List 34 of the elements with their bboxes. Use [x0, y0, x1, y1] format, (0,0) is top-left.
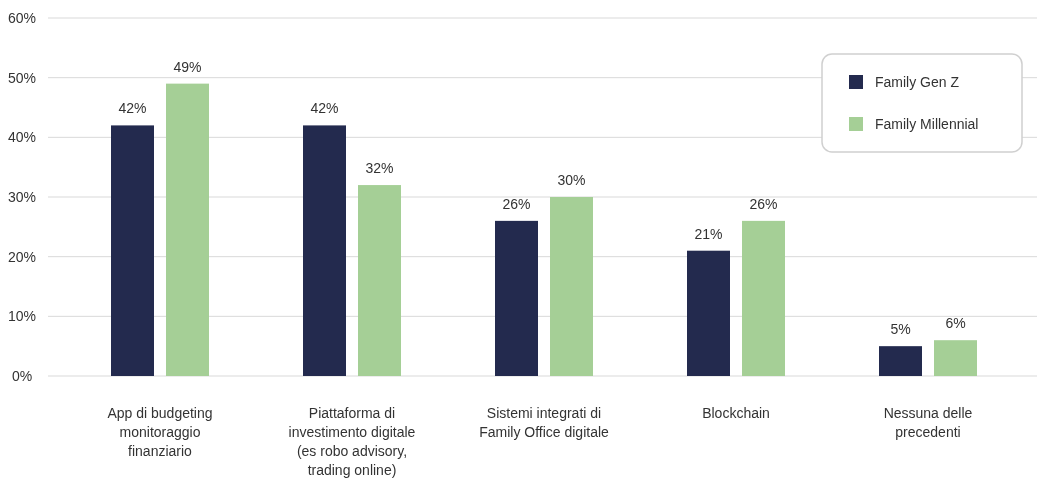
- bar: [358, 185, 401, 376]
- legend-label: Family Gen Z: [875, 73, 960, 90]
- bar: [550, 197, 593, 376]
- bar: [303, 125, 346, 376]
- bar: [742, 220, 785, 376]
- data-label: 5%: [890, 321, 911, 338]
- bar: [934, 340, 977, 376]
- bar: [166, 83, 209, 376]
- x-tick-label: Piattaforma di investimento digitale (es robo advisory, trading online): [288, 405, 416, 478]
- data-label: 42%: [118, 100, 147, 117]
- y-tick-label: 30%: [7, 188, 37, 205]
- x-tick-label: App di budgeting monitoraggio finanziario: [107, 405, 213, 459]
- bar: [879, 346, 922, 376]
- y-tick-label: 10%: [7, 308, 37, 325]
- y-tick-label: 0%: [11, 367, 33, 384]
- data-label: 30%: [557, 172, 586, 188]
- legend-label: Family Millennial: [875, 115, 979, 132]
- bar: [495, 220, 538, 376]
- data-label: 49%: [173, 58, 202, 75]
- data-label: 42%: [310, 100, 339, 117]
- data-label: 26%: [749, 195, 778, 212]
- bar: [687, 250, 730, 376]
- x-tick-label: Blockchain: [702, 405, 770, 421]
- y-tick-label: 60%: [7, 9, 37, 26]
- x-tick-label: Nessuna delle precedenti: [883, 405, 973, 440]
- y-tick-label: 50%: [7, 69, 37, 86]
- y-tick-label: 40%: [7, 129, 37, 146]
- data-label: 32%: [365, 160, 394, 177]
- bar: [111, 125, 154, 376]
- data-label: 21%: [694, 225, 723, 242]
- y-tick-label: 20%: [7, 248, 37, 265]
- data-label: 26%: [502, 195, 531, 212]
- x-tick-label: Sistemi integrati di Family Office digitale: [479, 405, 610, 440]
- data-label: 6%: [945, 315, 966, 332]
